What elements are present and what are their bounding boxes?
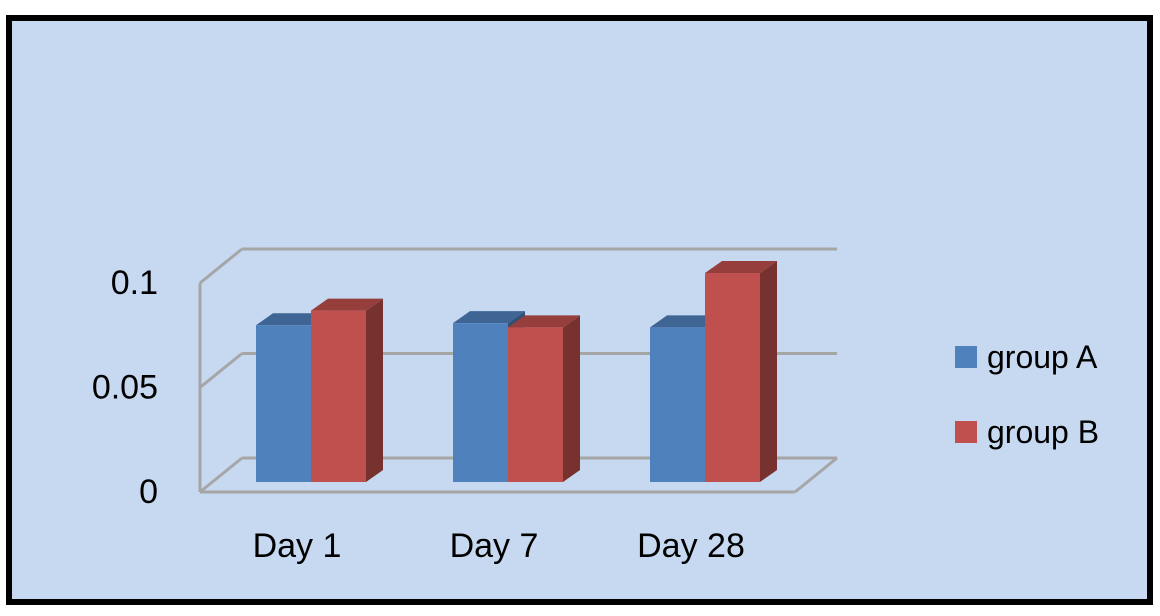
bar-top-face (311, 298, 383, 311)
floor-right-edge (794, 456, 838, 494)
bar-front-face (650, 327, 705, 482)
gridline-side (199, 352, 243, 389)
bar-top-face (705, 261, 777, 273)
bar-group-b-day-1 (311, 298, 383, 482)
x-tick-label: Day 7 (450, 527, 539, 565)
chart-background (6, 15, 1153, 605)
x-tick-label: Day 1 (253, 527, 342, 565)
legend-swatch (955, 421, 977, 443)
legend: group A group B (955, 339, 1099, 450)
bar-group-b-day-7 (508, 315, 580, 482)
bar-front-face (508, 327, 563, 482)
bar-top-face (508, 315, 580, 328)
bar-front-face (453, 323, 508, 482)
bar-front-face (256, 325, 311, 482)
bar-group-b-day-28 (705, 261, 777, 482)
bar-side-face (366, 298, 383, 482)
y-tick-label: 0.05 (92, 369, 158, 407)
bar-front-face (705, 273, 760, 482)
bar-top-face (650, 315, 722, 328)
legend-item: group B (955, 414, 1099, 450)
legend-label: group B (987, 414, 1099, 450)
y-tick-label: 0 (139, 473, 158, 511)
y-axis-tick-labels: 0 0.05 0.1 (92, 264, 158, 511)
gridline-side (199, 247, 243, 285)
bar-front-face (311, 310, 366, 482)
x-axis-tick-labels: Day 1 Day 7 Day 28 (253, 527, 745, 565)
legend-label: group A (987, 339, 1098, 375)
gridline-side (199, 456, 243, 494)
y-tick-label: 0.1 (111, 264, 158, 302)
bar-top-face (256, 313, 328, 326)
legend-item: group A (955, 339, 1098, 375)
x-tick-label: Day 28 (637, 527, 745, 565)
legend-swatch (955, 346, 977, 368)
bar-top-face (453, 311, 525, 324)
bar-side-face (760, 261, 777, 482)
bar-side-face (563, 315, 580, 482)
bars (256, 261, 777, 482)
